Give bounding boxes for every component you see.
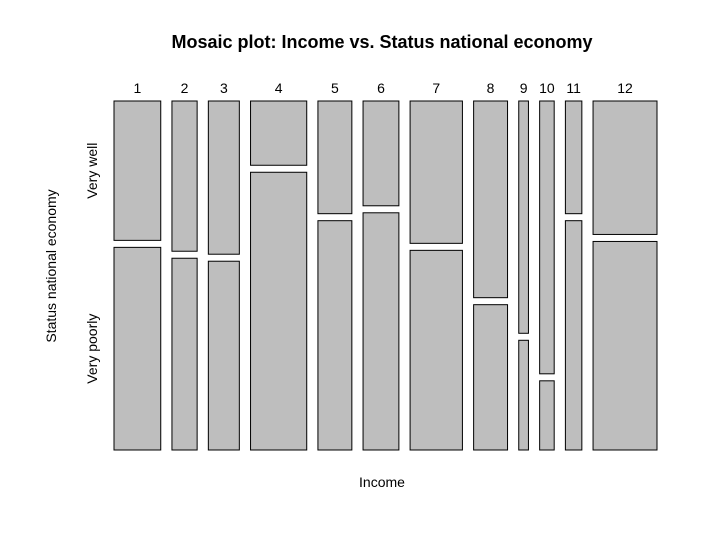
chart-title: Mosaic plot: Income vs. Status national … <box>171 32 592 52</box>
column-label-4: 4 <box>275 80 283 96</box>
tile-income-11-very-well <box>564 100 583 215</box>
tile-income-12-very-poorly <box>592 240 658 451</box>
tile-income-10-very-well <box>539 100 555 375</box>
tile-income-3-very-well <box>207 100 240 255</box>
column-label-1: 1 <box>133 80 141 96</box>
column-labels: 1 2 3 4 5 6 7 8 9 10 11 12 <box>133 80 633 96</box>
tile-income-3-very-poorly <box>207 260 240 451</box>
tile-income-12-very-well <box>592 100 658 235</box>
column-label-9: 9 <box>520 80 528 96</box>
row-label-very-poorly: Very poorly <box>84 314 100 384</box>
tile-income-9-very-poorly <box>518 339 529 451</box>
tile-income-2-very-well <box>171 100 198 252</box>
column-label-3: 3 <box>220 80 228 96</box>
column-label-2: 2 <box>181 80 189 96</box>
tile-income-1-very-poorly <box>113 246 162 451</box>
tile-income-11-very-poorly <box>564 220 583 451</box>
mosaic-tiles <box>113 100 658 451</box>
column-label-11: 11 <box>566 80 581 96</box>
column-label-6: 6 <box>377 80 385 96</box>
tile-income-8-very-well <box>473 100 509 299</box>
y-axis-label: Status national economy <box>43 189 59 342</box>
x-axis-label: Income <box>359 474 405 490</box>
tile-income-6-very-poorly <box>362 212 400 451</box>
row-labels: Very well Very poorly <box>84 143 100 384</box>
tile-income-9-very-well <box>518 100 529 334</box>
tile-income-6-very-well <box>362 100 400 207</box>
tile-income-8-very-poorly <box>473 304 509 451</box>
column-label-10: 10 <box>539 80 555 96</box>
tile-income-7-very-poorly <box>409 249 463 451</box>
row-label-very-well: Very well <box>84 143 100 199</box>
tile-income-4-very-poorly <box>250 171 308 451</box>
column-label-7: 7 <box>432 80 440 96</box>
column-label-8: 8 <box>487 80 495 96</box>
tile-income-2-very-poorly <box>171 257 198 451</box>
tile-income-7-very-well <box>409 100 463 244</box>
tile-income-1-very-well <box>113 100 162 241</box>
tile-income-5-very-well <box>317 100 353 215</box>
column-label-12: 12 <box>617 80 633 96</box>
tile-income-10-very-poorly <box>539 380 555 451</box>
tile-income-5-very-poorly <box>317 220 353 451</box>
column-label-5: 5 <box>331 80 339 96</box>
tile-income-4-very-well <box>250 100 308 166</box>
